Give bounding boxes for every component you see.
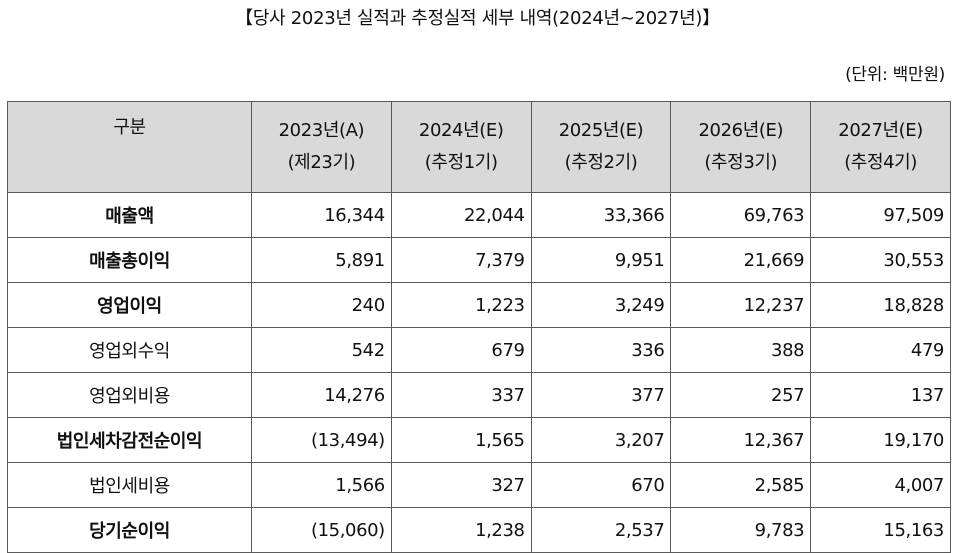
header-year: 2025년(E) bbox=[558, 120, 644, 141]
header-year: 2023년(A) bbox=[278, 120, 365, 141]
value-cell: (13,494) bbox=[251, 417, 392, 463]
value-cell: 18,828 bbox=[810, 282, 951, 328]
value-cell: 1,223 bbox=[390, 282, 532, 328]
header-year: 2026년(E) bbox=[698, 120, 784, 141]
value-cell: 69,763 bbox=[670, 192, 812, 238]
row-label: 영업외수익 bbox=[7, 327, 252, 373]
value-cell: 19,170 bbox=[810, 417, 951, 463]
value-cell: 16,344 bbox=[251, 192, 392, 238]
value-cell: 21,669 bbox=[670, 237, 812, 283]
value-cell: 33,366 bbox=[530, 192, 672, 238]
value-cell: 336 bbox=[530, 327, 672, 373]
row-label: 영업외비용 bbox=[7, 372, 252, 418]
value-cell: 240 bbox=[251, 282, 392, 328]
row-label: 매출액 bbox=[7, 192, 252, 238]
value-cell: 30,553 bbox=[810, 237, 951, 283]
table-body: 매출액 16,344 22,044 33,366 69,763 97,509 매출총이익 5,… bbox=[7, 192, 951, 553]
value-cell: 9,783 bbox=[670, 507, 812, 553]
value-cell: 1,565 bbox=[390, 417, 532, 463]
header-col-2024: 2024년(E) (추정1기) bbox=[390, 101, 532, 193]
table-row: 영업외수익 542 679 336 388 479 bbox=[7, 327, 951, 373]
value-cell: 12,237 bbox=[670, 282, 812, 328]
value-cell: 12,367 bbox=[670, 417, 812, 463]
table-row: 법인세차감전순이익 (13,494) 1,565 3,207 12,367 19,170 bbox=[7, 417, 951, 463]
header-label: 구분 bbox=[7, 101, 252, 193]
row-label: 법인세차감전순이익 bbox=[7, 417, 252, 463]
header-period: (추정3기) bbox=[704, 152, 778, 173]
header-period: (제23기) bbox=[287, 152, 356, 173]
table-row: 영업이익 240 1,223 3,249 12,237 18,828 bbox=[7, 282, 951, 328]
header-period: (추정2기) bbox=[564, 152, 638, 173]
value-cell: 3,249 bbox=[530, 282, 672, 328]
header-col-2026: 2026년(E) (추정3기) bbox=[670, 101, 812, 193]
value-cell: 337 bbox=[390, 372, 532, 418]
header-year: 2027년(E) bbox=[838, 120, 923, 141]
financial-table: 구분 2023년(A) (제23기) 2024년(E) (추정1기) 2025년… bbox=[7, 101, 951, 553]
header-row: 구분 2023년(A) (제23기) 2024년(E) (추정1기) 2025년… bbox=[7, 101, 951, 193]
header-col-2027: 2027년(E) (추정4기) bbox=[810, 101, 951, 193]
value-cell: 15,163 bbox=[810, 507, 951, 553]
value-cell: (15,060) bbox=[251, 507, 392, 553]
value-cell: 1,238 bbox=[390, 507, 532, 553]
header-period: (추정4기) bbox=[844, 152, 917, 173]
table-row: 매출총이익 5,891 7,379 9,951 21,669 30,553 bbox=[7, 237, 951, 283]
header-year: 2024년(E) bbox=[418, 120, 504, 141]
value-cell: 5,891 bbox=[251, 237, 392, 283]
value-cell: 14,276 bbox=[251, 372, 392, 418]
value-cell: 670 bbox=[530, 462, 672, 508]
value-cell: 257 bbox=[670, 372, 812, 418]
row-label: 법인세비용 bbox=[7, 462, 252, 508]
value-cell: 2,585 bbox=[670, 462, 812, 508]
value-cell: 679 bbox=[390, 327, 532, 373]
header-col-2025: 2025년(E) (추정2기) bbox=[530, 101, 672, 193]
value-cell: 1,566 bbox=[251, 462, 392, 508]
value-cell: 327 bbox=[390, 462, 532, 508]
header-col-2023: 2023년(A) (제23기) bbox=[251, 101, 392, 193]
value-cell: 542 bbox=[251, 327, 392, 373]
value-cell: 479 bbox=[810, 327, 951, 373]
row-label: 영업이익 bbox=[7, 282, 252, 328]
table-row: 영업외비용 14,276 337 377 257 137 bbox=[7, 372, 951, 418]
value-cell: 9,951 bbox=[530, 237, 672, 283]
value-cell: 3,207 bbox=[530, 417, 672, 463]
row-label: 당기순이익 bbox=[7, 507, 252, 553]
table-row: 매출액 16,344 22,044 33,366 69,763 97,509 bbox=[7, 192, 951, 238]
table-title: 【당사 2023년 실적과 추정실적 세부 내역(2024년~2027년)】 bbox=[235, 8, 720, 29]
table-row: 당기순이익 (15,060) 1,238 2,537 9,783 15,163 bbox=[7, 507, 951, 553]
value-cell: 22,044 bbox=[390, 192, 532, 238]
table-row: 법인세비용 1,566 327 670 2,585 4,007 bbox=[7, 462, 951, 508]
value-cell: 7,379 bbox=[390, 237, 532, 283]
value-cell: 2,537 bbox=[530, 507, 672, 553]
value-cell: 97,509 bbox=[810, 192, 951, 238]
header-period: (추정1기) bbox=[424, 152, 498, 173]
unit-label: (단위: 백만원) bbox=[845, 65, 945, 85]
value-cell: 137 bbox=[810, 372, 951, 418]
value-cell: 4,007 bbox=[810, 462, 951, 508]
row-label: 매출총이익 bbox=[7, 237, 252, 283]
value-cell: 377 bbox=[530, 372, 672, 418]
value-cell: 388 bbox=[670, 327, 812, 373]
